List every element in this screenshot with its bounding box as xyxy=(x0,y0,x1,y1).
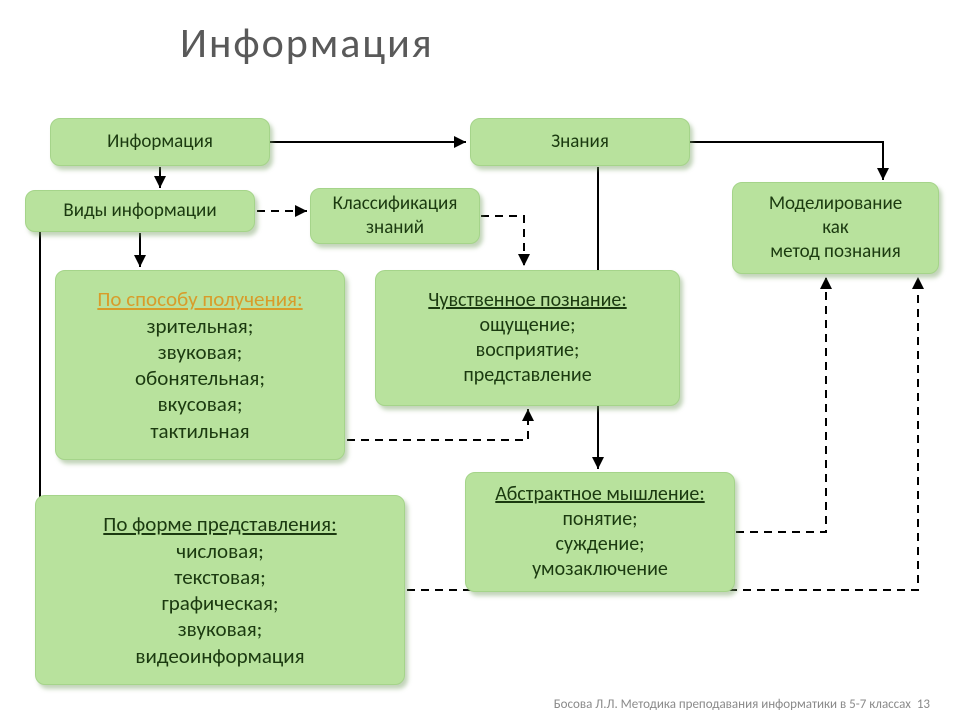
node-classification: Классификациязнаний xyxy=(310,188,480,244)
node-by-form: По форме представления:числовая;текстова… xyxy=(35,495,405,685)
node-label: Информация xyxy=(107,130,213,154)
node-modeling: Моделированиекакметод познания xyxy=(732,182,939,274)
node-item: представление xyxy=(463,363,591,388)
node-line: знаний xyxy=(366,216,424,240)
node-item: понятие; xyxy=(563,507,638,532)
page-title: Информация xyxy=(180,18,434,69)
node-by-method: По способу получения:зрительная;звуковая… xyxy=(55,270,345,460)
node-item: звуковая; xyxy=(178,616,263,642)
node-label: Виды информации xyxy=(63,199,216,223)
footer-pagenum: 13 xyxy=(917,697,930,712)
node-header: Абстрактное мышление: xyxy=(495,482,704,507)
node-knowledge: Знания xyxy=(470,118,690,166)
node-line: метод познания xyxy=(770,240,900,264)
node-abstract: Абстрактное мышление:понятие;суждение;ум… xyxy=(465,472,735,592)
node-sensory: Чувственное познание:ощущение;восприятие… xyxy=(375,270,680,406)
node-kinds: Виды информации xyxy=(25,190,255,232)
node-line: как xyxy=(822,216,848,240)
node-item: числовая; xyxy=(176,538,264,564)
node-item: обонятельная; xyxy=(135,365,265,391)
node-item: суждение; xyxy=(555,532,644,557)
node-item: ощущение; xyxy=(480,313,576,338)
node-line: Моделирование xyxy=(769,192,902,216)
node-item: видеоинформация xyxy=(135,643,304,669)
node-line: Классификация xyxy=(333,192,458,216)
node-item: зрительная; xyxy=(147,313,254,339)
node-item: тактильная xyxy=(150,418,249,444)
node-header: По форме представления: xyxy=(103,511,336,537)
node-item: умозаключение xyxy=(532,557,668,582)
node-header: По способу получения: xyxy=(97,286,302,312)
node-item: восприятие; xyxy=(476,338,580,363)
footer-credit: Босова Л.Л. Методика преподавания информ… xyxy=(554,697,911,712)
node-information: Информация xyxy=(50,118,270,166)
node-header: Чувственное познание: xyxy=(428,288,626,313)
node-item: текстовая; xyxy=(174,564,265,590)
footer-text: Босова Л.Л. Методика преподавания информ… xyxy=(554,697,930,712)
node-item: звуковая; xyxy=(158,339,243,365)
node-label: Знания xyxy=(551,130,609,154)
node-item: графическая; xyxy=(161,590,278,616)
node-item: вкусовая; xyxy=(158,391,243,417)
